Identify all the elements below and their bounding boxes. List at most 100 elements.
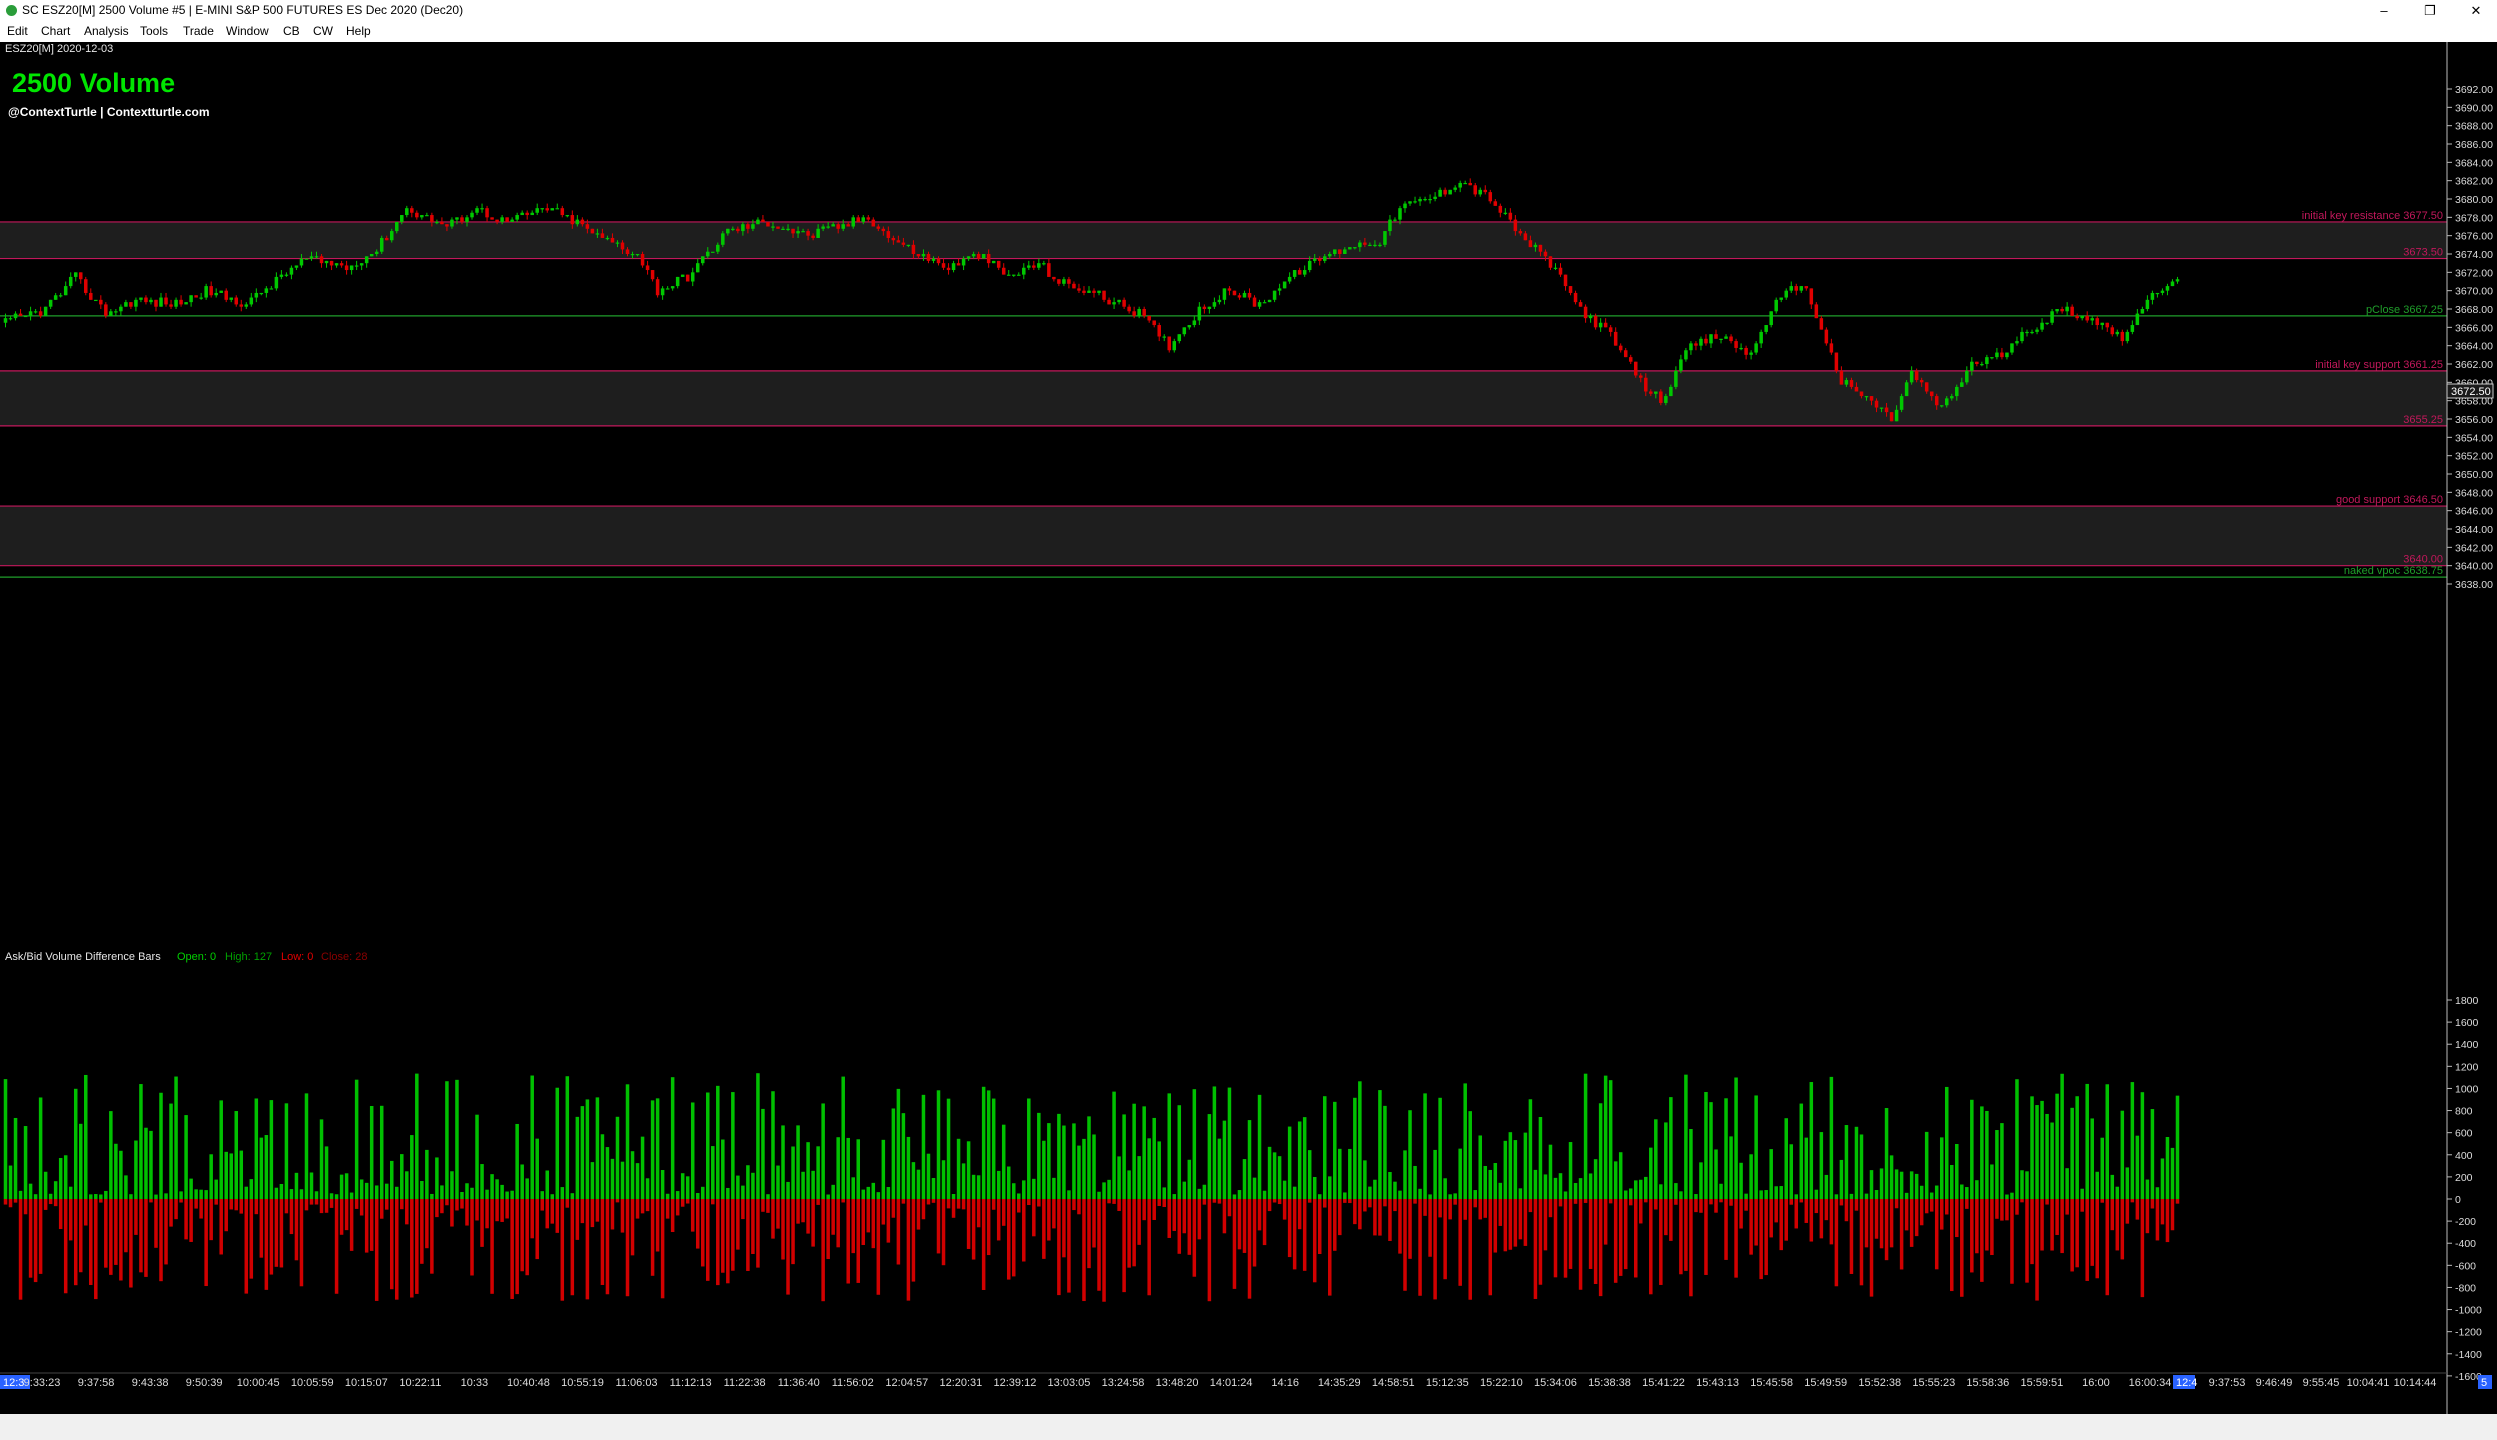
- ask-volume-bar: [1794, 1194, 1799, 1199]
- bid-volume-bar: [871, 1199, 876, 1249]
- ask-volume-bar: [1207, 1114, 1212, 1199]
- bid-volume-bar: [139, 1199, 143, 1273]
- menu-cb[interactable]: CB: [283, 24, 300, 38]
- bid-volume-bar: [2090, 1199, 2094, 1266]
- ask-volume-bar: [986, 1090, 991, 1199]
- ask-volume-bar: [114, 1143, 118, 1199]
- ask-volume-bar: [179, 1191, 183, 1199]
- price-tick-label-26: 3640.00: [2455, 561, 2493, 573]
- candle-body: [1438, 189, 1442, 197]
- ask-volume-bar: [485, 1189, 489, 1199]
- ask-volume-bar: [1739, 1162, 1743, 1199]
- bid-volume-bar: [2015, 1199, 2019, 1215]
- ask-volume-bar: [159, 1092, 163, 1199]
- bid-volume-bar: [961, 1199, 966, 1210]
- ask-volume-bar: [630, 1151, 635, 1199]
- price-tick-label-2: 3688.00: [2455, 121, 2493, 133]
- menu-help[interactable]: Help: [346, 24, 371, 38]
- candle-body: [1202, 306, 1207, 309]
- bid-volume-bar: [1067, 1199, 1071, 1293]
- candle-body: [2120, 331, 2125, 342]
- ask-volume-bar: [1247, 1120, 1252, 1199]
- candle-body: [1573, 292, 1578, 303]
- ask-volume-bar: [1358, 1081, 1362, 1199]
- menu-trade[interactable]: Trade: [183, 24, 214, 38]
- ask-volume-bar: [1694, 1194, 1698, 1199]
- ask-volume-bar: [786, 1181, 790, 1199]
- close-button[interactable]: ✕: [2470, 3, 2482, 18]
- credit-label: @ContextTurtle | Contextturtle.com: [8, 105, 210, 119]
- candle-body: [400, 215, 404, 222]
- candle-body: [1317, 258, 1322, 261]
- menu-tools[interactable]: Tools: [140, 24, 169, 38]
- volume-tick-label-12: -600: [2455, 1260, 2476, 1272]
- ask-volume-bar: [209, 1154, 213, 1199]
- bid-volume-bar: [1724, 1199, 1728, 1260]
- bid-volume-bar: [1072, 1199, 1076, 1211]
- ask-volume-bar: [570, 1193, 575, 1199]
- candle-body: [861, 217, 866, 222]
- ask-volume-bar: [2115, 1186, 2120, 1199]
- level-label-2: pClose 3667.25: [2366, 304, 2443, 316]
- minimize-button[interactable]: –: [2380, 3, 2388, 18]
- candle-body: [1242, 292, 1247, 298]
- price-tick-label-4: 3684.00: [2455, 157, 2493, 169]
- volume-tick-label-8: 200: [2455, 1172, 2473, 1184]
- ask-volume-bar: [585, 1099, 590, 1199]
- candle-body: [761, 219, 765, 222]
- bid-volume-bar: [1960, 1199, 1964, 1297]
- bid-volume-bar: [886, 1199, 891, 1243]
- bid-volume-bar: [1207, 1199, 1212, 1302]
- ask-volume-bar: [1839, 1159, 1844, 1199]
- candle-body: [1493, 201, 1498, 206]
- bid-volume-bar: [781, 1199, 785, 1260]
- bid-volume-bar: [2175, 1199, 2180, 1204]
- candle-body: [1358, 242, 1362, 248]
- candle-body: [675, 276, 680, 287]
- ask-volume-bar: [1684, 1074, 1688, 1199]
- bid-volume-bar: [625, 1199, 630, 1297]
- chart-canvas[interactable]: initial key resistance 3677.50 3673.50 pCl…: [0, 42, 2497, 1414]
- menu-edit[interactable]: Edit: [7, 24, 28, 38]
- bid-volume-bar: [2025, 1199, 2029, 1283]
- candle-body: [1277, 288, 1282, 291]
- menu-chart[interactable]: Chart: [41, 24, 71, 38]
- bid-volume-bar: [1618, 1199, 1623, 1276]
- ask-volume-bar: [1162, 1187, 1166, 1199]
- candle-body: [535, 208, 539, 213]
- bid-volume-bar: [1894, 1199, 1899, 1209]
- ask-volume-bar: [1563, 1191, 1568, 1199]
- bid-volume-bar: [706, 1199, 710, 1281]
- bid-volume-bar: [560, 1199, 565, 1301]
- bid-volume-bar: [124, 1199, 128, 1253]
- menu-window[interactable]: Window: [226, 24, 269, 38]
- ask-volume-bar: [816, 1146, 820, 1199]
- indicator-low: Low: 0: [281, 951, 313, 963]
- ask-volume-bar: [1448, 1194, 1452, 1199]
- candle-body: [1518, 231, 1523, 234]
- candle-body: [430, 215, 434, 222]
- ask-volume-bar: [1142, 1106, 1146, 1199]
- bid-volume-bar: [911, 1199, 916, 1282]
- bid-volume-bar: [1443, 1199, 1447, 1280]
- time-label-3: 9:50:39: [186, 1377, 223, 1389]
- ask-volume-bar: [1608, 1080, 1613, 1199]
- ask-volume-bar: [1583, 1073, 1588, 1199]
- restore-button[interactable]: ❐: [2424, 3, 2436, 18]
- time-marker-corner-label: 5: [2481, 1377, 2487, 1389]
- bid-volume-bar: [1463, 1199, 1467, 1220]
- bid-volume-bar: [480, 1199, 484, 1247]
- time-label-11: 11:06:03: [616, 1377, 658, 1389]
- menu-cw[interactable]: CW: [313, 24, 333, 38]
- chart-area[interactable]: initial key resistance 3677.50 3673.50 pCl…: [0, 42, 2497, 1414]
- ask-volume-bar: [1187, 1159, 1192, 1199]
- price-tick-label-11: 3670.00: [2455, 286, 2493, 298]
- ask-volume-bar: [881, 1139, 886, 1199]
- bid-volume-bar: [1839, 1199, 1844, 1206]
- bid-volume-bar: [991, 1199, 996, 1210]
- bid-volume-bar: [1814, 1199, 1819, 1214]
- menu-analysis[interactable]: Analysis: [84, 24, 129, 38]
- title-bar: SC ESZ20[M] 2500 Volume #5 | E-MINI S&P …: [0, 0, 2497, 21]
- bid-volume-bar: [2120, 1199, 2125, 1260]
- ask-volume-bar: [1809, 1082, 1814, 1199]
